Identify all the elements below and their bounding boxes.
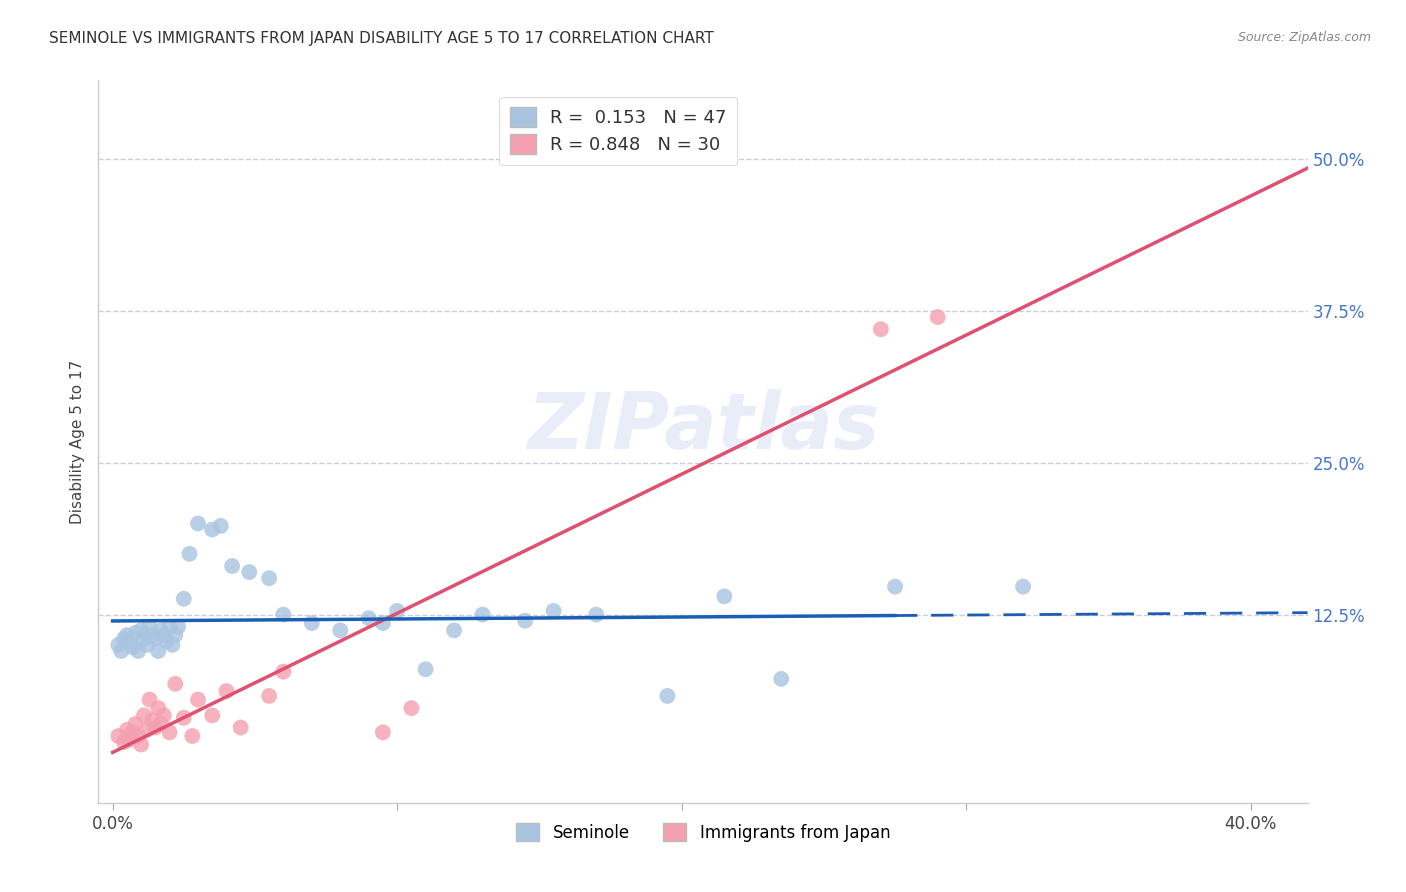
Point — [221, 559, 243, 574]
Point — [301, 616, 323, 631]
Point — [132, 708, 155, 723]
Point — [329, 624, 352, 638]
Point — [135, 638, 157, 652]
Point — [371, 616, 394, 631]
Point — [138, 692, 160, 706]
Point — [770, 672, 793, 686]
Point — [143, 721, 166, 735]
Point — [153, 628, 176, 642]
Point — [150, 624, 173, 638]
Point — [657, 689, 679, 703]
Point — [1012, 580, 1035, 594]
Text: ZIPatlas: ZIPatlas — [527, 389, 879, 465]
Point — [273, 607, 295, 622]
Point — [181, 729, 204, 743]
Point — [209, 519, 232, 533]
Point — [159, 620, 181, 634]
Point — [146, 701, 169, 715]
Point — [141, 713, 163, 727]
Text: SEMINOLE VS IMMIGRANTS FROM JAPAN DISABILITY AGE 5 TO 17 CORRELATION CHART: SEMINOLE VS IMMIGRANTS FROM JAPAN DISABI… — [49, 31, 714, 46]
Point — [401, 701, 423, 715]
Point — [201, 708, 224, 723]
Point — [201, 523, 224, 537]
Point — [127, 644, 149, 658]
Point — [187, 692, 209, 706]
Point — [385, 604, 408, 618]
Point — [173, 711, 195, 725]
Point — [124, 717, 146, 731]
Legend: Seminole, Immigrants from Japan: Seminole, Immigrants from Japan — [509, 817, 897, 848]
Point — [273, 665, 295, 679]
Point — [357, 611, 380, 625]
Point — [129, 624, 152, 638]
Point — [162, 638, 184, 652]
Point — [179, 547, 201, 561]
Point — [713, 590, 735, 604]
Point — [107, 638, 129, 652]
Point — [121, 640, 143, 655]
Point — [135, 723, 157, 737]
Point — [543, 604, 565, 618]
Point — [129, 738, 152, 752]
Point — [173, 591, 195, 606]
Point — [443, 624, 465, 638]
Point — [165, 628, 187, 642]
Point — [146, 644, 169, 658]
Point — [869, 322, 891, 336]
Point — [143, 632, 166, 646]
Point — [138, 620, 160, 634]
Point — [112, 632, 135, 646]
Point — [115, 628, 138, 642]
Point — [257, 689, 280, 703]
Text: Source: ZipAtlas.com: Source: ZipAtlas.com — [1237, 31, 1371, 45]
Point — [118, 635, 141, 649]
Point — [141, 628, 163, 642]
Point — [585, 607, 607, 622]
Point — [884, 580, 907, 594]
Point — [124, 625, 146, 640]
Point — [127, 729, 149, 743]
Point — [150, 717, 173, 731]
Point — [371, 725, 394, 739]
Point — [112, 735, 135, 749]
Point — [471, 607, 494, 622]
Point — [229, 721, 252, 735]
Point — [115, 723, 138, 737]
Point — [132, 632, 155, 646]
Point — [153, 708, 176, 723]
Point — [927, 310, 949, 324]
Point — [415, 662, 437, 676]
Point — [215, 684, 238, 698]
Point — [167, 620, 190, 634]
Point — [187, 516, 209, 531]
Point — [107, 729, 129, 743]
Y-axis label: Disability Age 5 to 17: Disability Age 5 to 17 — [69, 359, 84, 524]
Point — [159, 725, 181, 739]
Point — [515, 614, 537, 628]
Point — [121, 725, 143, 739]
Point — [156, 634, 179, 648]
Point — [257, 571, 280, 585]
Point — [118, 732, 141, 747]
Point — [238, 565, 260, 579]
Point — [165, 677, 187, 691]
Point — [110, 644, 132, 658]
